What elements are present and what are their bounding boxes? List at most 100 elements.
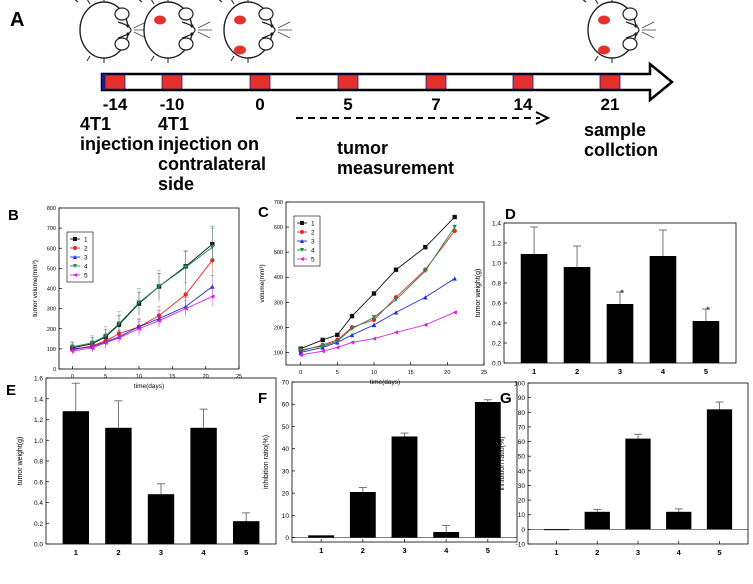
chart-b: B0 5 10 15 20 250100200300400500600700800time… bbox=[8, 206, 242, 390]
data-point bbox=[183, 265, 188, 270]
timeline-day-label: 21 bbox=[601, 95, 620, 114]
data-point bbox=[335, 345, 340, 350]
y-tick-label: 600 bbox=[47, 246, 56, 252]
timeline-day-label: 5 bbox=[343, 95, 352, 114]
y-tick-label: 90 bbox=[518, 395, 526, 402]
data-point bbox=[371, 317, 377, 323]
data-point bbox=[90, 340, 95, 346]
mouse-ear bbox=[622, 7, 638, 21]
y-axis-label: tumor volume(mm³) bbox=[32, 260, 39, 317]
panel-label-a: A bbox=[10, 9, 24, 31]
x-tick-label: 1 bbox=[319, 546, 323, 555]
data-point bbox=[423, 295, 428, 300]
bar-3 bbox=[606, 304, 634, 363]
panel-label: G bbox=[500, 390, 512, 407]
data-point bbox=[183, 306, 188, 311]
x-tick-label: 5 bbox=[704, 367, 708, 376]
mouse-head bbox=[181, 21, 196, 39]
series-line-3 bbox=[72, 286, 213, 350]
timeline-day-label: 7 bbox=[431, 95, 440, 114]
mouse-whiskers bbox=[197, 21, 212, 39]
x-tick-label: 2 bbox=[116, 548, 120, 557]
tumor-spot bbox=[598, 15, 610, 25]
mouse-tail bbox=[74, 0, 79, 3]
timeline-desc-3: measurement bbox=[337, 158, 454, 178]
data-point bbox=[393, 330, 399, 335]
x-tick-label: 4 bbox=[444, 546, 449, 555]
x-tick-label: 2 bbox=[361, 546, 365, 555]
y-tick-label: 60 bbox=[518, 439, 526, 446]
legend-label: 2 bbox=[311, 230, 315, 237]
bar-2 bbox=[584, 511, 610, 530]
timeline-marker bbox=[425, 74, 447, 90]
legend-label: 3 bbox=[84, 255, 88, 262]
timeline-desc-2: injection on bbox=[158, 134, 259, 154]
data-point bbox=[70, 348, 75, 354]
series-line-1 bbox=[300, 216, 455, 350]
y-tick-label: 1.0 bbox=[492, 261, 501, 268]
data-point bbox=[300, 230, 304, 234]
timeline-desc-3: tumor bbox=[337, 138, 388, 158]
data-point bbox=[349, 332, 355, 338]
data-point bbox=[320, 343, 325, 349]
y-tick-label: 1.4 bbox=[34, 396, 43, 403]
y-tick-label: 70 bbox=[518, 424, 526, 431]
mouse-head bbox=[117, 21, 132, 39]
mouse-head bbox=[261, 21, 276, 39]
bar-4 bbox=[649, 256, 677, 363]
y-tick-label: 50 bbox=[518, 454, 526, 461]
data-point bbox=[298, 352, 303, 358]
y-tick-label: 30 bbox=[282, 468, 290, 475]
data-point bbox=[423, 268, 428, 274]
x-tick-label: 5 bbox=[244, 548, 248, 557]
y-tick-label: 0.2 bbox=[492, 341, 501, 348]
panel-label: B bbox=[8, 207, 19, 224]
y-tick-label: 100 bbox=[47, 347, 56, 353]
y-axis-label: tumor weight(g) bbox=[475, 269, 482, 318]
y-tick-label: 70 bbox=[282, 380, 290, 387]
y-tick-label: 100 bbox=[274, 350, 283, 356]
mouse-ear bbox=[178, 37, 194, 51]
y-tick-label: 10 bbox=[518, 512, 526, 519]
data-point bbox=[335, 338, 340, 344]
measurement-arrowhead bbox=[535, 111, 551, 125]
y-tick-label: 20 bbox=[518, 498, 526, 505]
panel-label: C bbox=[258, 204, 269, 221]
y-tick-label: 400 bbox=[274, 275, 283, 281]
panel-label: E bbox=[6, 382, 16, 399]
y-tick-label: 0.6 bbox=[492, 301, 501, 308]
data-point bbox=[73, 273, 77, 277]
y-tick-label: 40 bbox=[518, 468, 526, 475]
timeline-marker bbox=[104, 74, 126, 90]
data-point bbox=[452, 276, 457, 281]
y-axis-label: volume(mm³) bbox=[259, 264, 266, 302]
data-point bbox=[349, 340, 355, 345]
mouse-legs bbox=[86, 0, 105, 63]
plot-frame bbox=[285, 201, 485, 366]
mouse-eye bbox=[126, 24, 130, 28]
x-tick-label: 1 bbox=[532, 367, 536, 376]
series-line-3 bbox=[300, 278, 455, 353]
bar-1 bbox=[308, 535, 335, 538]
chart-e: E 0.0 0.2 0.4 0.6 0.8 1.0 1.2 1.4 1.6 tumor weight… bbox=[6, 376, 277, 557]
mouse-icon-4 bbox=[582, 0, 656, 63]
bar-1 bbox=[520, 254, 548, 363]
y-tick-label: 1.2 bbox=[492, 241, 501, 248]
mouse-ear bbox=[622, 37, 638, 51]
timeline-marker bbox=[337, 74, 359, 90]
y-tick-label: 700 bbox=[274, 200, 283, 206]
tumor-spot bbox=[154, 15, 166, 25]
data-point bbox=[73, 246, 77, 250]
data-point bbox=[73, 264, 77, 268]
x-tick-label: 25 bbox=[481, 370, 487, 376]
timeline-day-label: -14 bbox=[103, 95, 128, 114]
data-point bbox=[103, 333, 108, 338]
y-axis-label: inhibition ratio(%) bbox=[263, 435, 270, 489]
data-point bbox=[393, 310, 399, 315]
bar-4 bbox=[433, 532, 460, 538]
y-tick-label: 700 bbox=[47, 226, 56, 232]
mouse-legs bbox=[150, 0, 169, 63]
data-point bbox=[452, 228, 457, 234]
chart-d: D 0.0 0.2 0.4 0.6 0.8 1.0 1.2 1.4 tumor weight(g)… bbox=[475, 206, 737, 376]
